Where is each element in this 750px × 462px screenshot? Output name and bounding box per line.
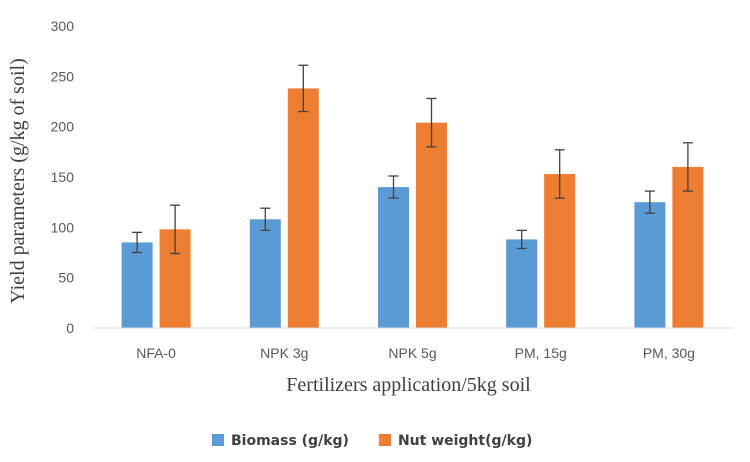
legend-label: Biomass (g/kg) bbox=[231, 433, 349, 449]
bar-biomass bbox=[378, 187, 409, 328]
error-bar bbox=[260, 207, 271, 232]
y-tick-label: 50 bbox=[58, 270, 74, 286]
bar-nut-weight bbox=[287, 88, 319, 328]
bar-biomass bbox=[249, 219, 281, 328]
x-tick-label: NFA-0 bbox=[136, 345, 176, 361]
x-tick-label: NPK 5g bbox=[388, 345, 436, 361]
legend-item-biomass: Biomass (g/kg) bbox=[212, 433, 349, 449]
error-bar bbox=[644, 190, 655, 214]
y-axis-ticks: 0 50 100 150 200 250 300 bbox=[51, 18, 75, 336]
bar-biomass bbox=[506, 239, 538, 328]
bar-biomass bbox=[121, 242, 153, 328]
y-tick-label: 250 bbox=[51, 68, 75, 84]
y-tick-label: 300 bbox=[51, 18, 75, 34]
error-bar bbox=[388, 175, 399, 199]
y-tick-label: 200 bbox=[51, 119, 75, 135]
error-bar bbox=[426, 97, 437, 148]
error-bar bbox=[554, 149, 565, 199]
bar-nut-weight bbox=[544, 173, 576, 328]
legend-label: Nut weight(g/kg) bbox=[398, 433, 532, 449]
bar-nut-weight bbox=[672, 166, 704, 328]
error-bar bbox=[516, 229, 527, 250]
bar-nut-weight bbox=[416, 122, 447, 328]
error-bar bbox=[298, 64, 309, 113]
x-tick-label: NPK 3g bbox=[260, 345, 308, 361]
legend-item-nut-weight: Nut weight(g/kg) bbox=[378, 433, 532, 449]
legend-swatch bbox=[212, 434, 224, 446]
legend: Biomass (g/kg) Nut weight(g/kg) bbox=[212, 433, 532, 449]
x-axis-ticks: NFA-0 NPK 3g NPK 5g PM, 15g PM, 30g bbox=[136, 345, 695, 361]
bar-biomass bbox=[634, 202, 666, 328]
error-bar bbox=[682, 142, 693, 192]
x-tick-label: PM, 15g bbox=[515, 345, 567, 361]
x-axis-title: Fertilizers application/5kg soil bbox=[286, 374, 531, 396]
plot-area bbox=[121, 64, 704, 328]
y-tick-label: 100 bbox=[51, 219, 75, 235]
y-tick-label: 150 bbox=[51, 169, 75, 185]
error-bar bbox=[132, 231, 143, 254]
y-tick-label: 0 bbox=[66, 320, 74, 336]
error-bar bbox=[170, 204, 181, 255]
legend-swatch bbox=[378, 434, 391, 446]
x-tick-label: PM, 30g bbox=[643, 345, 695, 361]
y-axis-title: Yield parameters (g/kg of soil) bbox=[7, 58, 29, 304]
